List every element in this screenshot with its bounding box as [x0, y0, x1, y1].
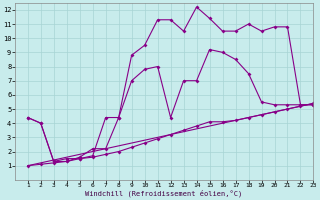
X-axis label: Windchill (Refroidissement éolien,°C): Windchill (Refroidissement éolien,°C)	[85, 190, 243, 197]
